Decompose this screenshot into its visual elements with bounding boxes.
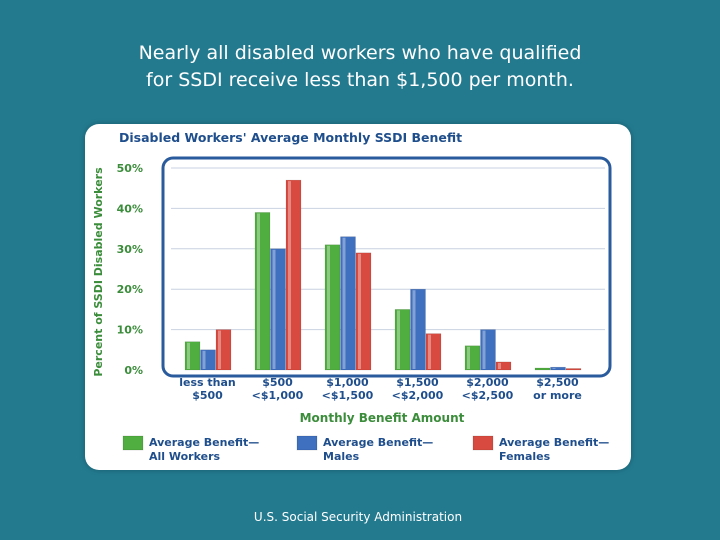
y-tick-label: 50% <box>117 162 143 175</box>
bar-highlight <box>342 237 346 369</box>
y-axis-title: Percent of SSDI Disabled Workers <box>92 167 105 377</box>
chart-card: Disabled Workers' Average Monthly SSDI B… <box>85 124 631 470</box>
gridlines <box>171 167 605 331</box>
bar-highlight <box>327 245 330 369</box>
x-tick-label: less than <box>179 376 236 389</box>
bar <box>285 179 302 371</box>
bar <box>425 333 442 371</box>
bar <box>410 288 426 371</box>
plot-frame <box>161 156 612 378</box>
bar <box>215 329 232 371</box>
ssdi-benefit-chart: Disabled Workers' Average Monthly SSDI B… <box>92 130 612 463</box>
x-tick-label: $500 <box>192 389 223 402</box>
bar-highlight <box>187 342 190 369</box>
x-axis-title: Monthly Benefit Amount <box>300 411 465 425</box>
bar-highlight <box>257 213 260 369</box>
headline-line-1: Nearly all disabled workers who have qua… <box>138 42 582 64</box>
bar <box>324 244 341 371</box>
legend-swatch <box>122 435 144 451</box>
x-tick-label: <$1,500 <box>322 389 374 402</box>
bar <box>480 329 496 371</box>
x-tick-label: $2,500 <box>536 376 579 389</box>
y-tick-label: 30% <box>117 243 143 256</box>
bar-highlight <box>467 346 470 369</box>
bar-highlight <box>397 310 400 369</box>
bar <box>270 248 286 371</box>
x-tick-label: $1,000 <box>326 376 369 389</box>
y-tick-label: 10% <box>117 324 143 337</box>
x-tick-label: $1,500 <box>396 376 439 389</box>
legend-label: Males <box>323 450 360 463</box>
source-credit: U.S. Social Security Administration <box>253 510 463 524</box>
bar <box>254 212 271 371</box>
bar <box>184 341 201 371</box>
bar <box>355 252 372 371</box>
legend-swatch <box>472 435 494 451</box>
bar-highlight <box>202 350 206 369</box>
bar-highlight <box>358 253 361 369</box>
bar-highlight <box>412 290 416 369</box>
x-tick-label: <$2,500 <box>462 389 514 402</box>
bar-highlight <box>552 368 556 369</box>
legend-label: Average Benefit— <box>149 436 259 449</box>
bars <box>184 179 582 371</box>
headline-line-2: for SSDI receive less than $1,500 per mo… <box>146 69 574 91</box>
bar-highlight <box>272 249 276 369</box>
bar-highlight <box>218 330 221 369</box>
y-tick-label: 20% <box>117 283 143 296</box>
bar-highlight <box>428 334 431 369</box>
legend-label: All Workers <box>149 450 221 463</box>
bar <box>565 368 582 371</box>
bar <box>340 236 356 371</box>
bar <box>495 361 512 371</box>
bar <box>550 366 566 371</box>
chart-title: Disabled Workers' Average Monthly SSDI B… <box>119 130 462 145</box>
x-tick-label: <$1,000 <box>252 389 304 402</box>
legend-label: Females <box>499 450 551 463</box>
slide-headline: Nearly all disabled workers who have qua… <box>60 40 660 94</box>
bar-highlight <box>288 181 291 369</box>
x-tick-label: <$2,000 <box>392 389 444 402</box>
legend-swatch <box>296 435 318 451</box>
x-tick-labels: less than$500$500<$1,000$1,000<$1,500$1,… <box>179 376 582 402</box>
bar-highlight <box>498 362 501 369</box>
legend-label: Average Benefit— <box>323 436 433 449</box>
x-tick-label: or more <box>533 389 582 402</box>
y-tick-label: 0% <box>124 364 143 377</box>
x-tick-label: $2,000 <box>466 376 509 389</box>
legend-label: Average Benefit— <box>499 436 609 449</box>
bar <box>464 345 481 371</box>
bar <box>394 309 411 371</box>
y-tick-labels: 0% 10% 20% 30% 40% 50% <box>117 162 143 377</box>
y-tick-label: 40% <box>117 202 143 215</box>
x-tick-label: $500 <box>262 376 293 389</box>
bar <box>534 367 551 371</box>
bar-highlight <box>482 330 486 369</box>
bar <box>200 349 216 371</box>
